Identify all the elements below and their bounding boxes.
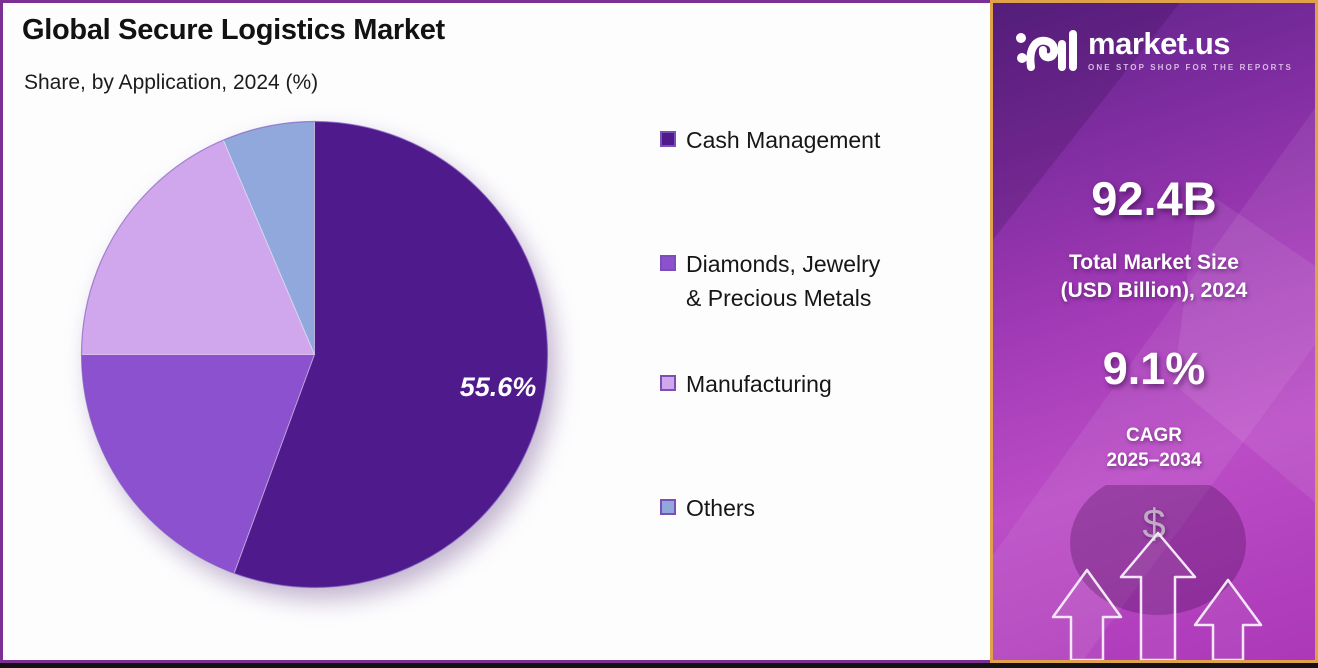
pie-slice-2 (81, 140, 315, 355)
pie-slice-0 (234, 121, 548, 588)
pie-chart: 55.6% (80, 120, 549, 589)
growth-arrow-icon (1119, 531, 1197, 660)
legend-item: Manufacturing (660, 367, 960, 401)
sidebar: market.us ONE STOP SHOP FOR THE REPORTS … (990, 0, 1318, 663)
bottom-edge-bar (0, 663, 1318, 668)
legend-label: Cash Management (686, 127, 881, 153)
legend: Cash Management Diamonds, Jewelry & Prec… (660, 123, 960, 525)
brand-name: market.us (1088, 26, 1230, 61)
legend-swatch (660, 375, 676, 391)
legend-item: Others (660, 491, 960, 525)
pie-data-label: 55.6% (460, 372, 537, 402)
legend-swatch (660, 255, 676, 271)
brand-block: market.us ONE STOP SHOP FOR THE REPORTS (993, 27, 1315, 73)
legend-label: Manufacturing (686, 371, 832, 397)
market-us-logo-icon (1016, 30, 1078, 71)
page-title: Global Secure Logistics Market (22, 14, 445, 46)
legend-item: Cash Management (660, 123, 960, 157)
circle-backdrop (1070, 485, 1246, 615)
growth-arrows-graphic (1051, 485, 1263, 660)
pie-slice-1 (81, 354, 315, 574)
legend-label: Diamonds, Jewelry & Precious Metals (686, 251, 881, 311)
legend-label: Others (686, 495, 756, 521)
pie-chart-container: 55.6% (62, 102, 567, 607)
growth-arrow-icon (1193, 578, 1263, 660)
pie-outline (80, 120, 549, 589)
brand-text: market.us ONE STOP SHOP FOR THE REPORTS (1088, 28, 1293, 72)
chart-area: Global Secure Logistics Market Share, by… (0, 0, 990, 663)
brand-tagline: ONE STOP SHOP FOR THE REPORTS (1088, 63, 1293, 72)
growth-arrow-icon (1051, 568, 1123, 660)
legend-swatch (660, 131, 676, 147)
page-subtitle: Share, by Application, 2024 (%) (24, 71, 319, 94)
legend-item: Diamonds, Jewelry & Precious Metals (660, 247, 960, 315)
market-size-label: Total Market Size (USD Billion), 2024 (1060, 251, 1248, 303)
cagr-value: 9.1% (1102, 343, 1206, 394)
pie-slice-divider (233, 354, 315, 574)
cagr-label: CAGR 2025–2034 (1106, 425, 1202, 472)
market-size-value: 92.4B (1091, 172, 1217, 225)
pie-slice-divider (222, 139, 315, 355)
pie-slice-3 (223, 121, 315, 355)
legend-swatch (660, 499, 676, 515)
